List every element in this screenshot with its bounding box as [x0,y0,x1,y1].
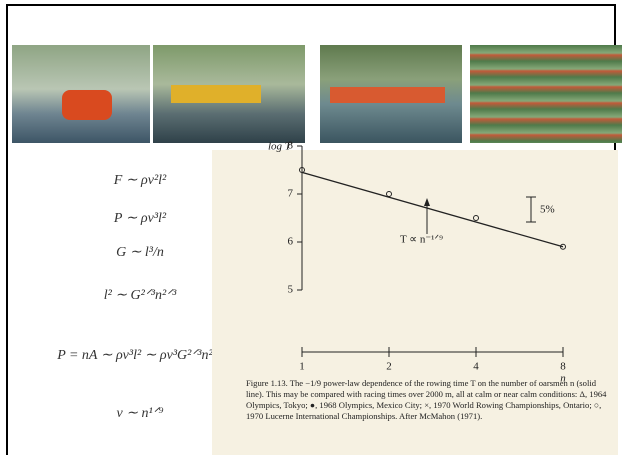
y-tick-label: 8 [288,140,294,152]
y-tick-label: 6 [288,236,294,248]
y-tick-label: 5 [288,284,294,296]
caption: Figure 1.13. The −1/9 power-law dependen… [246,378,614,422]
x-tick-label: 1 [299,361,305,373]
annotation: 5% [540,204,555,216]
x-tick-label: 2 [386,361,392,373]
page: F ∼ ρv²l²P ∼ ρv³l²G ∼ l³/nl² ∼ G²ᐟ³n²ᐟ³P… [0,0,624,459]
x-tick-label: 8 [560,361,566,373]
x-tick-label: 4 [473,361,479,373]
annotation: T ∝ n⁻¹ᐟ⁹ [400,234,443,246]
y-tick-label: 7 [288,188,294,200]
